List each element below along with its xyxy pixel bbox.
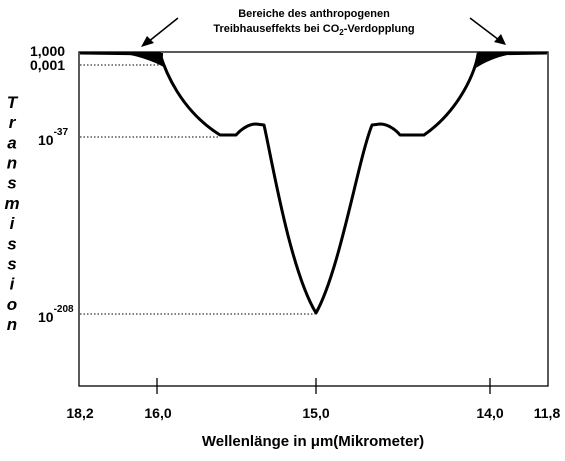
x-tick-label: 16,0 <box>144 405 171 421</box>
y-tick-label: 1,000 <box>30 43 65 59</box>
y-axis-title-letter: a <box>7 133 16 152</box>
shaded-region-right <box>476 53 520 68</box>
y-axis-title-letter: m <box>4 194 19 213</box>
plot-frame <box>78 51 549 387</box>
y-axis-title-letter: s <box>7 254 16 273</box>
y-tick-label: 0,001 <box>30 57 65 73</box>
y-axis-title-letter: n <box>7 315 17 334</box>
y-axis-title-letter: T <box>7 93 19 112</box>
shaded-region-left <box>120 53 165 68</box>
arrow-left-icon <box>141 17 179 47</box>
annotation-line-2: Treibhauseffekts bei CO2-Verdopplung <box>213 23 414 37</box>
x-axis-title: Wellenlänge in μm(Mikrometer) <box>202 433 424 450</box>
x-tick-label: 18,2 <box>66 405 93 421</box>
y-axis-title-letter: i <box>10 214 16 233</box>
y-axis-title-letter: s <box>7 234 16 253</box>
y-axis-title-letter: n <box>7 154 17 173</box>
y-tick-label: 10-37 <box>38 127 68 148</box>
y-axis-title-letter: r <box>9 113 17 132</box>
y-axis-title-letter: i <box>10 275 16 294</box>
y-tick-label: 10-208 <box>38 304 74 325</box>
y-axis-title-letter: s <box>7 174 16 193</box>
transmission-curve <box>79 51 548 315</box>
x-tick-label: 11,8 <box>534 405 561 421</box>
annotation-line-1: Bereiche des anthropogenen <box>238 8 390 20</box>
x-tick-label: 15,0 <box>302 405 329 421</box>
arrow-right-icon <box>469 17 506 45</box>
x-tick-label: 14,0 <box>476 405 503 421</box>
y-axis-title-letter: o <box>7 295 17 314</box>
